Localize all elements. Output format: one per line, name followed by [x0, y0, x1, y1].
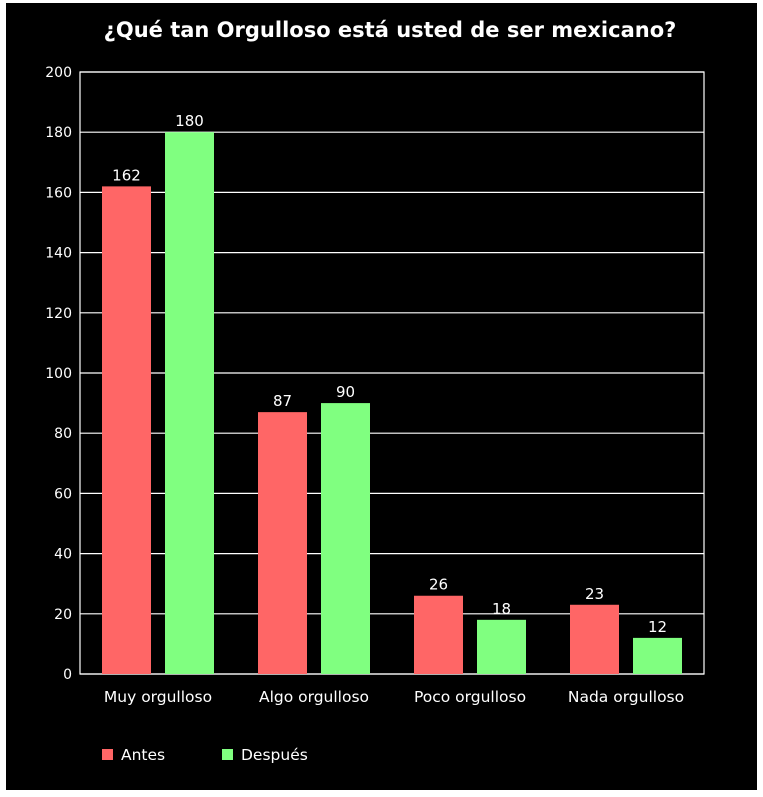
- y-tick-label: 60: [54, 486, 72, 502]
- data-label: 12: [648, 618, 667, 636]
- bar-antes: [258, 412, 307, 674]
- bar-despues: [477, 619, 526, 674]
- y-tick-label: 140: [45, 246, 72, 262]
- bar-antes: [414, 595, 463, 674]
- y-tick-label: 180: [45, 125, 72, 141]
- y-tick-label: 160: [45, 185, 72, 201]
- data-label: 23: [585, 585, 604, 603]
- y-tick-label: 200: [45, 65, 72, 81]
- legend-swatch: [222, 749, 233, 760]
- bars: [102, 132, 682, 674]
- y-tick-label: 0: [63, 667, 72, 683]
- legend-label: Después: [241, 746, 308, 764]
- bar-despues: [321, 403, 370, 674]
- data-label: 18: [492, 600, 511, 618]
- chart-canvas: ¿Qué tan Orgulloso está usted de ser mex…: [45, 18, 705, 764]
- data-label: 26: [429, 576, 448, 594]
- y-tick-label: 120: [45, 306, 72, 322]
- y-tick-label: 100: [45, 366, 72, 382]
- legend: Antes Después: [102, 746, 308, 764]
- data-label: 90: [336, 383, 355, 401]
- x-axis: Muy orgulloso Algo orgulloso Poco orgullos…: [104, 688, 684, 706]
- bar-antes: [570, 604, 619, 674]
- legend-label: Antes: [121, 746, 165, 764]
- bar-antes: [102, 186, 151, 674]
- bar-despues: [633, 637, 682, 674]
- x-tick-label: Algo orgulloso: [259, 688, 369, 706]
- data-label: 162: [112, 166, 141, 184]
- bar-despues: [165, 132, 214, 674]
- legend-swatch: [102, 749, 113, 760]
- x-tick-label: Poco orgulloso: [414, 688, 526, 706]
- y-axis: 0 20 40 60 80 100 120 140 160 180 200: [45, 65, 72, 683]
- data-labels: 162 180 87 90 26 18 23 12: [112, 112, 667, 636]
- x-tick-label: Muy orgulloso: [104, 688, 212, 706]
- y-tick-label: 40: [54, 547, 72, 563]
- chart-title: ¿Qué tan Orgulloso está usted de ser mex…: [104, 18, 677, 42]
- chart-frame: ¿Qué tan Orgulloso está usted de ser mex…: [6, 3, 757, 790]
- y-tick-label: 20: [54, 607, 72, 623]
- data-label: 87: [273, 392, 292, 410]
- data-label: 180: [175, 112, 204, 130]
- x-tick-label: Nada orgulloso: [568, 688, 684, 706]
- y-tick-label: 80: [54, 426, 72, 442]
